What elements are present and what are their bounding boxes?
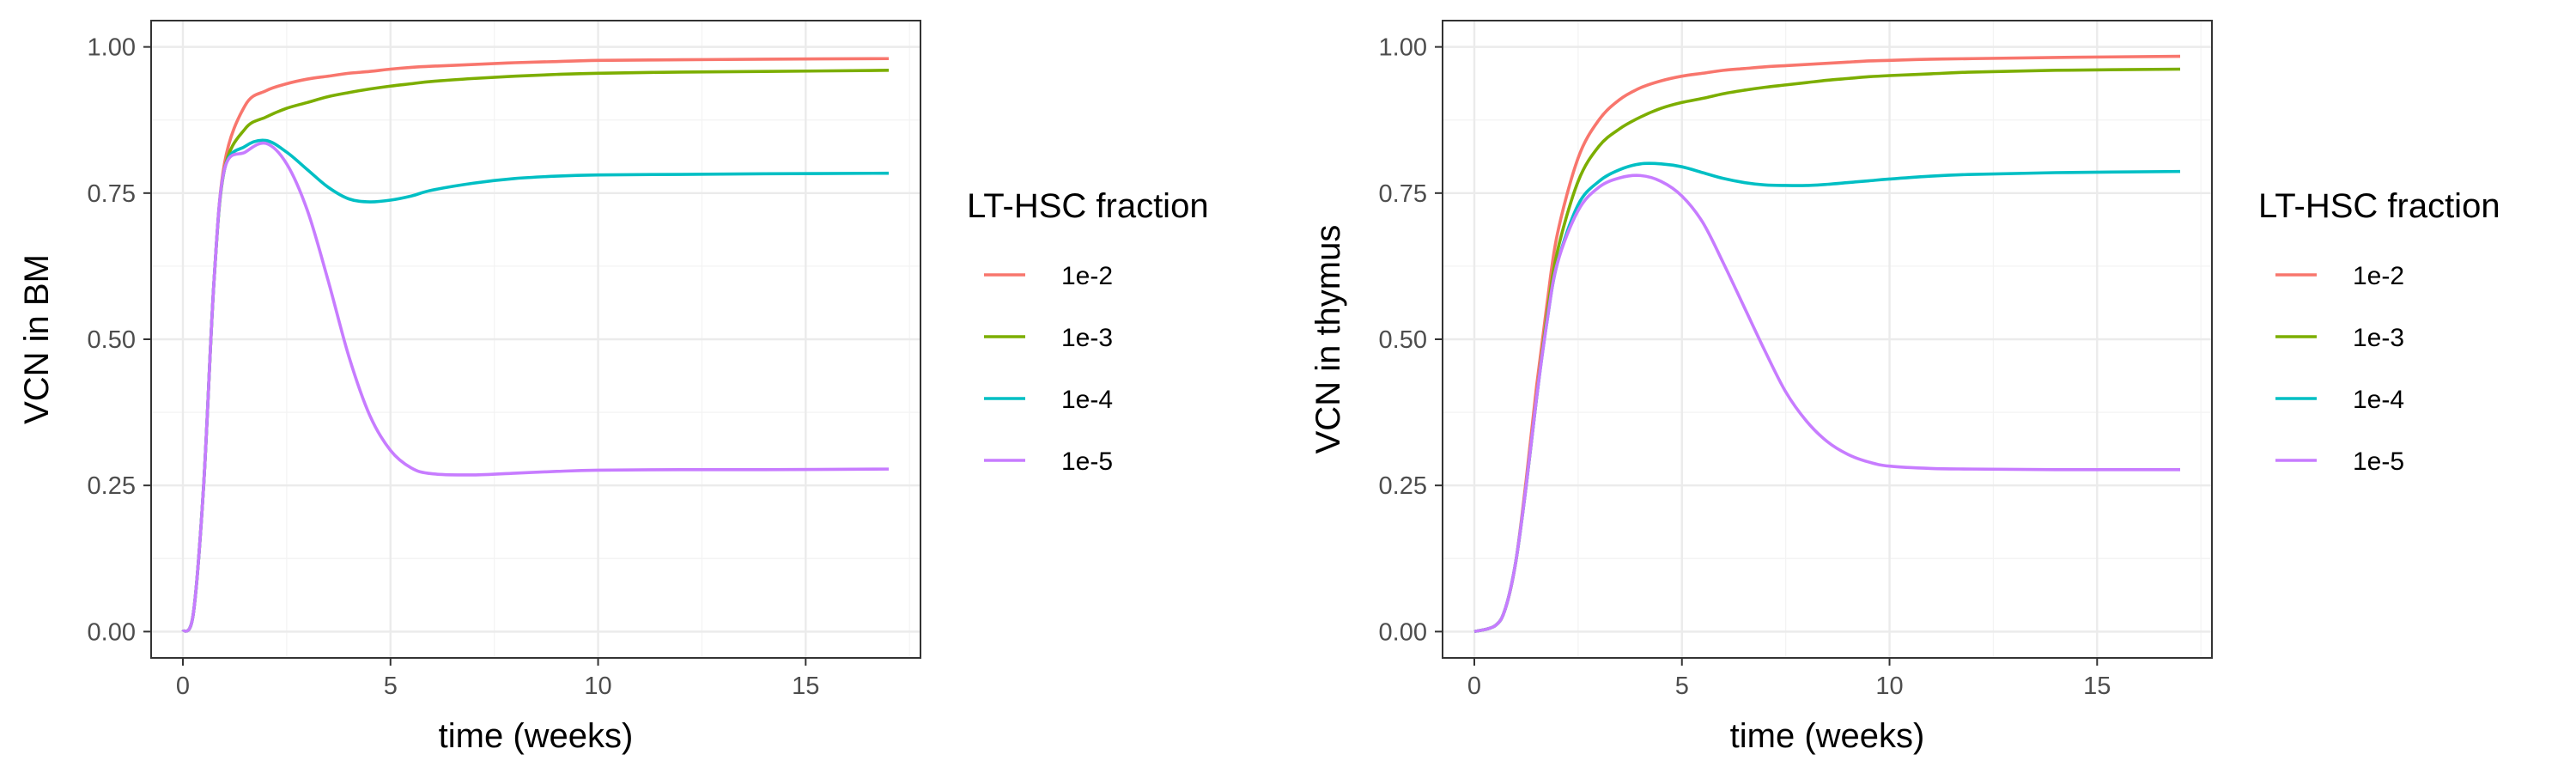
axes: 0 5 10 15 0.00 0.25 0.50 0.75 1.00 <box>88 34 820 700</box>
legend-item: 1e-2 <box>2275 262 2404 290</box>
legend-item: 1e-4 <box>984 386 1113 414</box>
x-tick-label: 5 <box>1675 673 1689 700</box>
y-tick-label: 0.00 <box>1379 618 1427 646</box>
y-tick-label: 1.00 <box>88 34 136 62</box>
y-tick-label: 0.75 <box>88 180 136 208</box>
y-tick-label: 0.25 <box>88 472 136 500</box>
chart-panel-bm: 0 5 10 150.000.250.500.751.00 time (weeks) … <box>18 20 1209 755</box>
y-tick-label: 0.50 <box>1379 326 1427 354</box>
series-line-1e-5 <box>181 141 890 633</box>
series-lines <box>1473 54 2181 634</box>
legend-item: 1e-5 <box>984 447 1113 476</box>
legend-item: 1e-5 <box>2275 447 2404 476</box>
legend: LT-HSC fraction 1e-2 1e-3 1e-4 1e-5 <box>967 187 1209 476</box>
series-line-1e-5 <box>1473 173 2181 634</box>
x-tick-label: 0 <box>1467 673 1481 700</box>
legend-label: 1e-4 <box>2353 386 2404 414</box>
x-axis-title: time (weeks) <box>1730 717 1925 755</box>
x-axis-title: time (weeks) <box>439 717 634 755</box>
y-axis-title: VCN in BM <box>18 254 56 424</box>
legend-item: 1e-3 <box>984 324 1113 352</box>
chart-panel-thymus: 0 5 10 150.000.250.500.751.00 time (weeks) … <box>1309 20 2500 755</box>
axes: 0 5 10 15 0.00 0.25 0.50 0.75 1.00 <box>1379 34 2111 700</box>
y-tick-label: 0.50 <box>88 326 136 354</box>
legend: LT-HSC fraction 1e-2 1e-3 1e-4 1e-5 <box>2258 187 2500 476</box>
legend-title: LT-HSC fraction <box>967 187 1209 225</box>
x-tick-label: 10 <box>1875 673 1903 700</box>
legend-items: 1e-2 1e-3 1e-4 1e-5 <box>2275 262 2404 476</box>
legend-label: 1e-5 <box>1061 447 1113 476</box>
gridlines <box>151 21 920 658</box>
y-tick-label: 0.75 <box>1379 180 1427 208</box>
legend-item: 1e-4 <box>2275 386 2404 414</box>
x-tick-label: 0 <box>176 673 190 700</box>
legend-label: 1e-3 <box>1061 324 1113 352</box>
legend-title: LT-HSC fraction <box>2258 187 2500 225</box>
legend-item: 1e-3 <box>2275 324 2404 352</box>
y-tick-label: 0.25 <box>1379 472 1427 500</box>
gridlines <box>1443 21 2212 658</box>
x-tick-label: 15 <box>792 673 819 700</box>
legend-label: 1e-4 <box>1061 386 1113 414</box>
legend-label: 1e-2 <box>2353 262 2404 290</box>
series-lines <box>181 57 890 633</box>
y-tick-label: 0.00 <box>88 618 136 646</box>
x-tick-label: 10 <box>584 673 611 700</box>
legend-item: 1e-2 <box>984 262 1113 290</box>
legend-label: 1e-2 <box>1061 262 1113 290</box>
x-tick-label: 15 <box>2083 673 2111 700</box>
y-axis-title: VCN in thymus <box>1309 225 1347 454</box>
x-tick-label: 5 <box>384 673 398 700</box>
legend-label: 1e-5 <box>2353 447 2404 476</box>
y-tick-label: 1.00 <box>1379 34 1427 62</box>
legend-items: 1e-2 1e-3 1e-4 1e-5 <box>984 262 1113 476</box>
legend-label: 1e-3 <box>2353 324 2404 352</box>
